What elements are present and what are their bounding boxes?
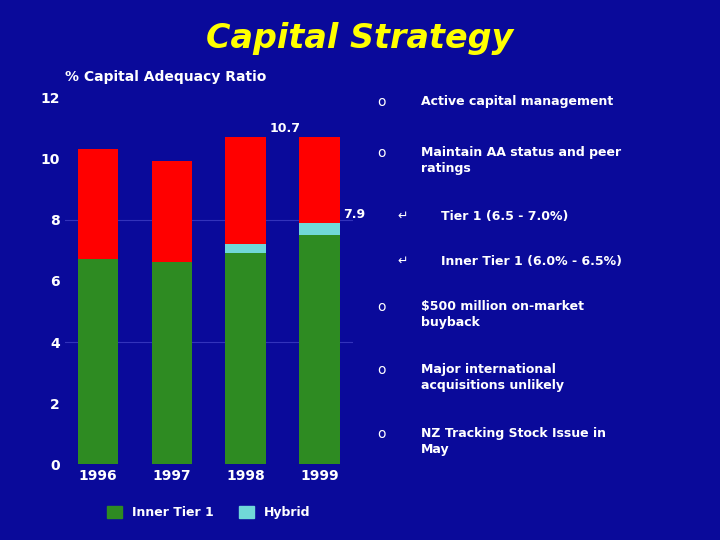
Bar [78, 149, 119, 259]
Text: o: o [378, 94, 386, 109]
Text: ↵: ↵ [397, 255, 408, 268]
Text: o: o [378, 300, 386, 314]
Bar [225, 244, 266, 253]
Bar [299, 137, 340, 222]
Text: $500 million on-market
buyback: $500 million on-market buyback [420, 300, 584, 329]
Text: NZ Tracking Stock Issue in
May: NZ Tracking Stock Issue in May [420, 427, 606, 456]
Bar [299, 222, 340, 235]
Text: Capital Strategy: Capital Strategy [207, 22, 513, 55]
Legend: Inner Tier 1, Hybrid: Inner Tier 1, Hybrid [102, 501, 315, 524]
Bar [225, 253, 266, 464]
Text: o: o [378, 427, 386, 441]
Text: o: o [378, 363, 386, 377]
Text: Major international
acquisitions unlikely: Major international acquisitions unlikel… [420, 363, 564, 393]
Bar [152, 161, 192, 262]
Text: 10.7: 10.7 [269, 122, 300, 134]
Text: o: o [378, 146, 386, 160]
Bar [299, 235, 340, 464]
Text: % Capital Adequacy Ratio: % Capital Adequacy Ratio [65, 70, 266, 84]
Text: Inner Tier 1 (6.0% - 6.5%): Inner Tier 1 (6.0% - 6.5%) [441, 255, 621, 268]
Bar [152, 262, 192, 464]
Text: 7.9: 7.9 [343, 208, 365, 221]
Bar [225, 137, 266, 244]
Text: ↵: ↵ [397, 210, 408, 222]
Bar [78, 259, 119, 464]
Text: Tier 1 (6.5 - 7.0%): Tier 1 (6.5 - 7.0%) [441, 210, 568, 222]
Text: Active capital management: Active capital management [420, 94, 613, 107]
Text: Maintain AA status and peer
ratings: Maintain AA status and peer ratings [420, 146, 621, 175]
